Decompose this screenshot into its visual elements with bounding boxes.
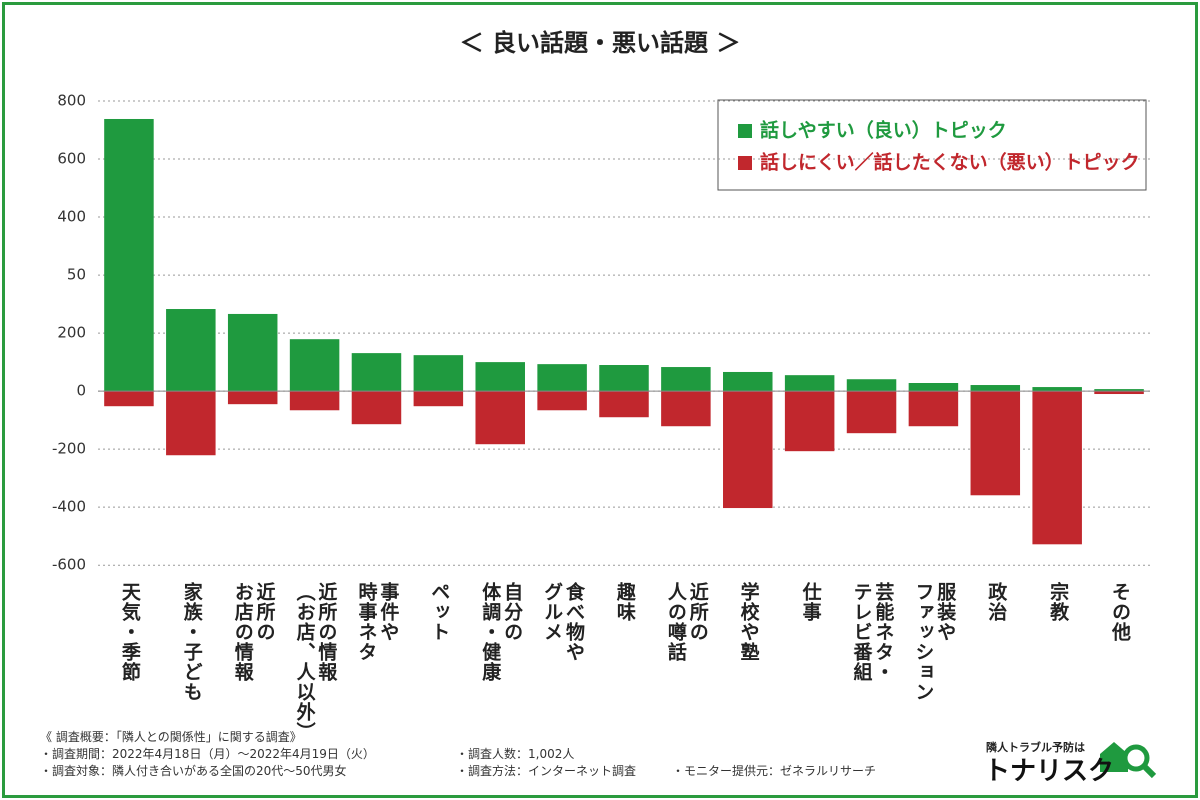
bar xyxy=(784,375,835,392)
x-tick-label: 仕事 xyxy=(799,582,822,622)
bar xyxy=(475,391,525,445)
bar xyxy=(846,391,897,434)
x-tick-label: 宗教 xyxy=(1047,582,1070,622)
bar xyxy=(908,391,959,427)
bar xyxy=(104,391,154,407)
x-tick-label: 事件や 時事ネタ xyxy=(355,582,400,662)
bar xyxy=(413,355,464,392)
footnote: ・モニター提供元：ゼネラルリサーチ xyxy=(672,764,877,778)
x-tick-label: 学校や塾 xyxy=(737,582,760,662)
y-tick-label: 50 xyxy=(67,266,86,284)
footnote: ・調査期間：2022年4月18日（月）～2022年4月19日（火） xyxy=(40,747,375,761)
y-tick-label: 800 xyxy=(57,92,86,110)
x-tick-label: 政治 xyxy=(985,582,1008,622)
footnote: 《 調査概要：「隣人との関係性」に関する調査》 xyxy=(40,730,302,744)
bar xyxy=(1094,391,1144,395)
y-tick-label: 400 xyxy=(57,208,86,226)
bar xyxy=(227,313,278,392)
x-tick-label: 天気・季節 xyxy=(118,582,141,682)
x-tick-label: 趣味 xyxy=(613,582,636,622)
logo-name: トナリスク xyxy=(984,757,1114,787)
bar xyxy=(227,391,278,405)
y-tick-label: -200 xyxy=(52,440,86,458)
bar xyxy=(661,367,711,392)
y-tick-label: 600 xyxy=(57,150,86,168)
bar xyxy=(846,379,897,392)
bar xyxy=(537,391,587,411)
legend-box xyxy=(717,99,1147,191)
bar xyxy=(166,309,216,392)
y-tick-label: 200 xyxy=(57,324,86,342)
bar xyxy=(599,365,649,392)
y-tick-label: -400 xyxy=(52,498,86,516)
bar xyxy=(537,364,587,392)
bar xyxy=(723,371,773,392)
logo-tagline: 隣人トラブル予防は xyxy=(986,740,1085,754)
bar xyxy=(1032,387,1082,392)
y-tick-label: -600 xyxy=(52,556,86,574)
x-tick-label: 服装や ファッション xyxy=(912,582,957,702)
x-tick-label: ペット xyxy=(428,582,451,642)
x-tick-label: 自分の 体調・健康 xyxy=(479,582,524,682)
bar xyxy=(351,391,402,425)
x-tick-label: 近所の お店の情報 xyxy=(231,582,276,682)
bar xyxy=(723,391,773,509)
bar xyxy=(970,385,1021,392)
bar xyxy=(413,391,464,407)
bar xyxy=(970,391,1021,496)
bar xyxy=(166,391,216,456)
footnote: ・調査人数：1,002人 xyxy=(456,747,575,761)
x-tick-label: 芸能ネタ・ テレビ番組 xyxy=(850,582,895,682)
bar xyxy=(661,391,711,427)
x-tick-label: 近所の 人の噂話 xyxy=(664,582,709,662)
chart-title: ＜ 良い話題・悪い話題 ＞ xyxy=(460,29,741,57)
bar xyxy=(599,391,649,418)
footnote: ・調査対象：隣人付き合いがある全国の20代～50代男女 xyxy=(40,764,347,778)
x-tick-label: その他 xyxy=(1108,582,1131,642)
legend-swatch xyxy=(738,156,752,170)
bar xyxy=(908,383,959,392)
bar xyxy=(351,353,402,392)
legend-label: 話しやすい（良い）トピック xyxy=(760,119,1007,142)
logo-icon xyxy=(1100,742,1157,779)
x-tick-label: 食べ物や グルメ xyxy=(541,582,585,662)
x-tick-label: 近所の情報 （お店、人以外） xyxy=(293,582,338,742)
bar xyxy=(289,391,340,411)
legend-swatch xyxy=(738,124,752,138)
x-tick-label: 家族・子ども xyxy=(180,582,203,702)
bar xyxy=(289,339,340,392)
legend-label: 話しにくい／話したくない（悪い）トピック xyxy=(760,151,1140,174)
bar xyxy=(1032,391,1082,545)
y-tick-label: 0 xyxy=(76,382,86,400)
bar xyxy=(475,362,525,392)
bar xyxy=(1094,389,1144,392)
bar xyxy=(104,118,154,392)
bar xyxy=(784,391,835,452)
footnote: ・調査方法：インターネット調査 xyxy=(456,764,637,778)
